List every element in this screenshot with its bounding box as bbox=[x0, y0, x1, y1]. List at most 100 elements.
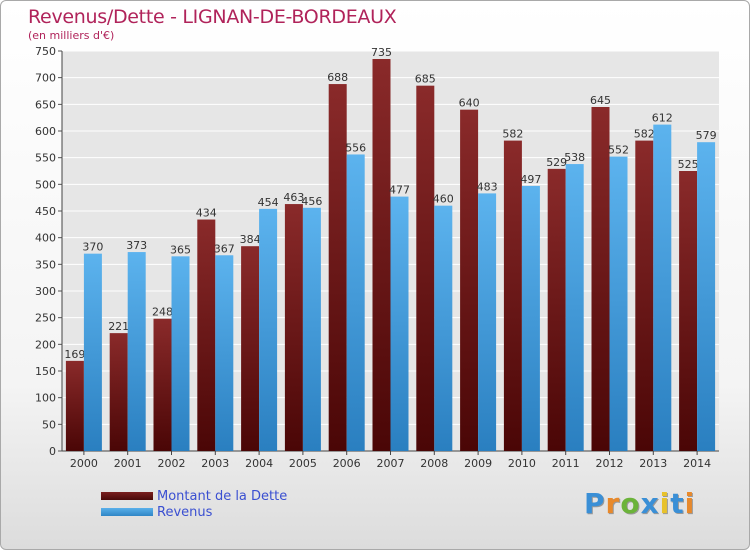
x-tick-label: 2001 bbox=[114, 457, 142, 470]
x-tick-label: 2005 bbox=[289, 457, 317, 470]
bar-debt bbox=[65, 360, 84, 451]
logo-letter: t bbox=[670, 487, 685, 520]
x-tick-label: 2008 bbox=[420, 457, 448, 470]
data-label-debt: 529 bbox=[546, 156, 567, 169]
bar-revenue bbox=[390, 196, 409, 451]
bar-revenue bbox=[215, 255, 234, 451]
y-tick-label: 150 bbox=[35, 365, 56, 378]
data-label-revenue: 373 bbox=[126, 239, 147, 252]
data-label-revenue: 477 bbox=[389, 184, 410, 197]
logo-letter: o bbox=[620, 487, 641, 520]
data-label-revenue: 497 bbox=[520, 173, 541, 186]
logo-letter: P bbox=[584, 487, 606, 520]
bar-debt bbox=[460, 109, 479, 452]
data-label-debt: 685 bbox=[415, 73, 436, 86]
bar-revenue bbox=[127, 252, 146, 451]
x-tick-label: 2007 bbox=[377, 457, 405, 470]
logo-letter: x bbox=[640, 487, 660, 520]
legend-swatch-debt bbox=[101, 492, 153, 500]
data-label-debt: 169 bbox=[64, 348, 85, 361]
data-label-debt: 735 bbox=[371, 46, 392, 59]
data-label-revenue: 460 bbox=[433, 193, 454, 206]
y-tick-label: 600 bbox=[35, 125, 56, 138]
bar-debt bbox=[547, 168, 566, 451]
logo-letter: i bbox=[684, 487, 696, 520]
data-label-debt: 640 bbox=[459, 97, 480, 110]
data-label-revenue: 538 bbox=[564, 151, 585, 164]
legend-swatch-revenue bbox=[101, 508, 153, 516]
bar-debt bbox=[284, 204, 303, 451]
logo-letter: r bbox=[605, 487, 621, 520]
y-tick-label: 750 bbox=[35, 45, 56, 58]
data-label-debt: 221 bbox=[108, 320, 129, 333]
bar-revenue bbox=[434, 205, 453, 451]
data-label-debt: 688 bbox=[327, 71, 348, 84]
x-tick-label: 2011 bbox=[552, 457, 580, 470]
chart-title: Revenus/Dette - LIGNAN-DE-BORDEAUX bbox=[28, 6, 397, 28]
legend-item-revenue: Revenus bbox=[101, 504, 287, 520]
bar-debt bbox=[109, 333, 128, 451]
data-label-revenue: 483 bbox=[477, 180, 498, 193]
data-label-revenue: 370 bbox=[82, 241, 103, 254]
data-label-revenue: 454 bbox=[258, 196, 279, 209]
x-tick-label: 2003 bbox=[201, 457, 229, 470]
data-label-revenue: 456 bbox=[301, 195, 322, 208]
y-tick-label: 0 bbox=[49, 445, 56, 458]
data-label-revenue: 556 bbox=[345, 141, 366, 154]
y-tick-label: 200 bbox=[35, 338, 56, 351]
y-tick-label: 250 bbox=[35, 312, 56, 325]
bar-debt bbox=[416, 85, 435, 452]
bar-revenue bbox=[478, 193, 497, 451]
x-tick-label: 2013 bbox=[639, 457, 667, 470]
legend-item-debt: Montant de la Dette bbox=[101, 488, 287, 504]
bar-debt bbox=[503, 140, 522, 451]
legend-label-revenue: Revenus bbox=[157, 504, 213, 520]
y-tick-label: 450 bbox=[35, 205, 56, 218]
legend: Montant de la Dette Revenus bbox=[101, 488, 287, 520]
bar-revenue bbox=[521, 185, 540, 451]
bar-debt bbox=[591, 107, 610, 451]
bar-revenue bbox=[697, 142, 716, 451]
x-tick-label: 2004 bbox=[245, 457, 273, 470]
data-label-revenue: 365 bbox=[170, 243, 191, 256]
y-tick-label: 400 bbox=[35, 232, 56, 245]
bar-revenue bbox=[653, 124, 672, 451]
chart-subtitle: (en milliers d'€) bbox=[28, 29, 115, 42]
x-tick-label: 2010 bbox=[508, 457, 536, 470]
data-label-debt: 434 bbox=[196, 207, 217, 220]
y-tick-label: 700 bbox=[35, 72, 56, 85]
data-label-debt: 645 bbox=[590, 94, 611, 107]
data-label-debt: 384 bbox=[240, 233, 261, 246]
data-label-revenue: 579 bbox=[696, 129, 717, 142]
y-tick-label: 500 bbox=[35, 178, 56, 191]
x-tick-label: 2000 bbox=[70, 457, 98, 470]
logo-letter: i bbox=[659, 487, 671, 520]
bar-debt bbox=[197, 219, 216, 451]
legend-label-debt: Montant de la Dette bbox=[157, 488, 288, 504]
bar-debt bbox=[241, 246, 260, 451]
bar-revenue bbox=[609, 156, 628, 451]
data-label-debt: 463 bbox=[283, 191, 304, 204]
y-tick-label: 550 bbox=[35, 152, 56, 165]
bar-debt bbox=[153, 318, 172, 451]
bar-revenue bbox=[565, 164, 584, 452]
bar-revenue bbox=[83, 253, 102, 451]
bar-debt bbox=[328, 84, 347, 452]
data-label-revenue: 552 bbox=[608, 144, 629, 157]
data-label-debt: 582 bbox=[634, 128, 655, 141]
data-label-debt: 525 bbox=[678, 158, 699, 171]
bar-revenue bbox=[171, 256, 190, 451]
y-tick-label: 650 bbox=[35, 98, 56, 111]
x-tick-label: 2012 bbox=[596, 457, 624, 470]
x-tick-label: 2009 bbox=[464, 457, 492, 470]
data-label-debt: 582 bbox=[502, 128, 523, 141]
x-tick-label: 2006 bbox=[333, 457, 361, 470]
data-label-revenue: 367 bbox=[214, 242, 235, 255]
bar-revenue bbox=[259, 208, 278, 451]
proxiti-logo: Proxiti bbox=[584, 487, 695, 520]
y-tick-label: 50 bbox=[42, 418, 56, 431]
data-label-debt: 248 bbox=[152, 306, 173, 319]
x-tick-label: 2002 bbox=[158, 457, 186, 470]
